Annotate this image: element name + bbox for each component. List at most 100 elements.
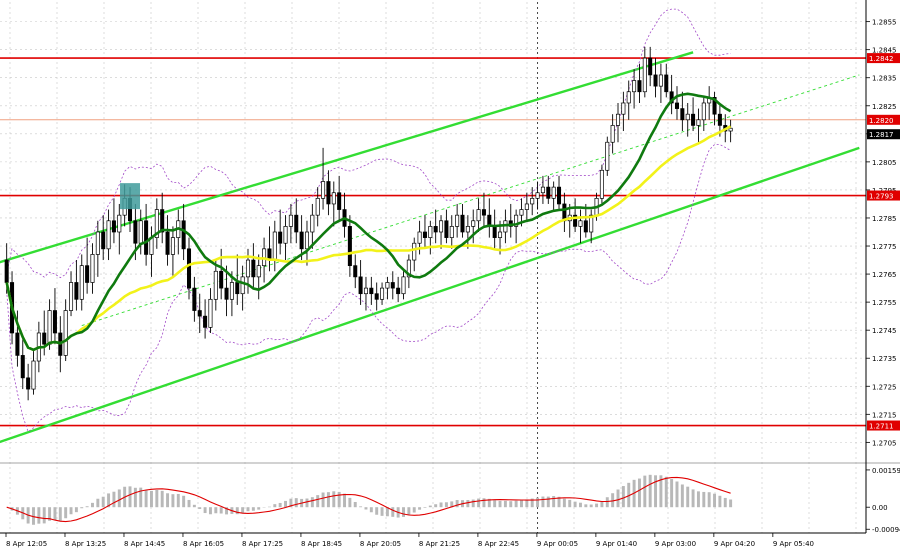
candle-body <box>465 226 470 233</box>
candle <box>439 215 444 249</box>
candle <box>353 254 358 289</box>
ma-slow-line <box>5 125 732 352</box>
candle <box>208 288 213 333</box>
candle <box>79 254 84 311</box>
candle <box>583 203 588 238</box>
candle-body <box>69 282 74 311</box>
candle-body <box>90 254 95 283</box>
candle <box>197 293 202 333</box>
candle-body <box>455 214 460 227</box>
moving-averages <box>5 92 732 352</box>
candle <box>615 102 621 143</box>
level-price-label: 1.2842 <box>869 55 894 63</box>
candle-body <box>374 293 379 300</box>
candle <box>610 114 615 154</box>
candle <box>514 209 519 244</box>
candle <box>712 91 717 126</box>
candle-body <box>626 91 631 104</box>
candle <box>331 181 336 227</box>
candle <box>658 63 663 103</box>
candle <box>524 192 529 221</box>
candle <box>224 265 229 317</box>
candle <box>385 276 390 300</box>
candle-body <box>278 231 283 244</box>
candle-body <box>717 113 722 126</box>
candle-body <box>578 220 583 227</box>
time-tick-label: 9 Apr 03:00 <box>655 540 696 548</box>
candle-body <box>685 113 690 121</box>
candle <box>321 147 326 210</box>
price-tick-label: 1.2845 <box>872 47 897 55</box>
candle <box>701 97 706 132</box>
candle <box>648 46 653 87</box>
candle <box>95 220 100 277</box>
candle <box>213 260 218 311</box>
candle-body <box>310 214 315 233</box>
candle <box>471 209 476 244</box>
candle-body <box>390 282 395 289</box>
candle <box>358 260 363 305</box>
candle-body <box>551 186 556 199</box>
candle <box>315 187 320 227</box>
candle-body <box>658 74 663 87</box>
candle-body <box>406 259 411 278</box>
signal-box <box>120 183 141 210</box>
candle <box>444 209 449 244</box>
candle-body <box>133 220 138 244</box>
candle-body <box>235 282 240 295</box>
candle-body <box>219 270 224 289</box>
candle-body <box>428 226 433 238</box>
candle <box>106 209 111 261</box>
time-tick-label: 9 Apr 05:40 <box>773 540 814 548</box>
candle-body <box>186 248 192 289</box>
candle-body <box>642 57 647 93</box>
price-tick-label: 1.2805 <box>872 159 897 167</box>
candle-body <box>674 102 680 109</box>
candle-body <box>358 276 363 295</box>
candle-body <box>106 220 111 250</box>
candle-body <box>669 91 674 104</box>
candle <box>20 338 25 390</box>
time-tick-label: 8 Apr 17:25 <box>242 540 283 548</box>
candle <box>691 97 696 132</box>
candle <box>433 209 438 244</box>
time-tick-label: 8 Apr 13:25 <box>65 540 106 548</box>
candle <box>240 265 245 311</box>
candle <box>460 203 465 238</box>
candle <box>144 203 149 266</box>
candle-body <box>573 214 578 227</box>
candle <box>31 349 36 395</box>
time-tick-label: 8 Apr 14:45 <box>124 540 165 548</box>
candle-body <box>224 287 229 300</box>
candle <box>288 203 293 244</box>
candle <box>192 276 197 322</box>
candle <box>363 276 368 311</box>
candle-body <box>331 192 336 205</box>
candle <box>380 282 385 305</box>
time-tick-label: 9 Apr 04:20 <box>714 540 755 548</box>
candle <box>85 237 90 294</box>
candle <box>589 209 594 244</box>
candle-body <box>589 214 594 233</box>
candle-body <box>385 282 390 289</box>
candle-body <box>315 197 320 216</box>
candle <box>422 215 427 249</box>
candle-body <box>299 231 304 250</box>
candle <box>605 136 610 176</box>
candle-body <box>422 231 427 238</box>
candle <box>203 299 208 339</box>
candle-body <box>74 282 79 300</box>
candle <box>165 215 170 266</box>
candle <box>26 363 31 401</box>
envelope-bands <box>6 8 731 433</box>
level-price-label: 1.2793 <box>869 193 894 201</box>
candle-body <box>117 214 122 233</box>
price-tick-label: 1.2725 <box>872 383 897 391</box>
candle-body <box>471 220 476 227</box>
candle-body <box>63 310 68 356</box>
signal-marker <box>120 183 141 210</box>
candle-body <box>95 231 100 255</box>
